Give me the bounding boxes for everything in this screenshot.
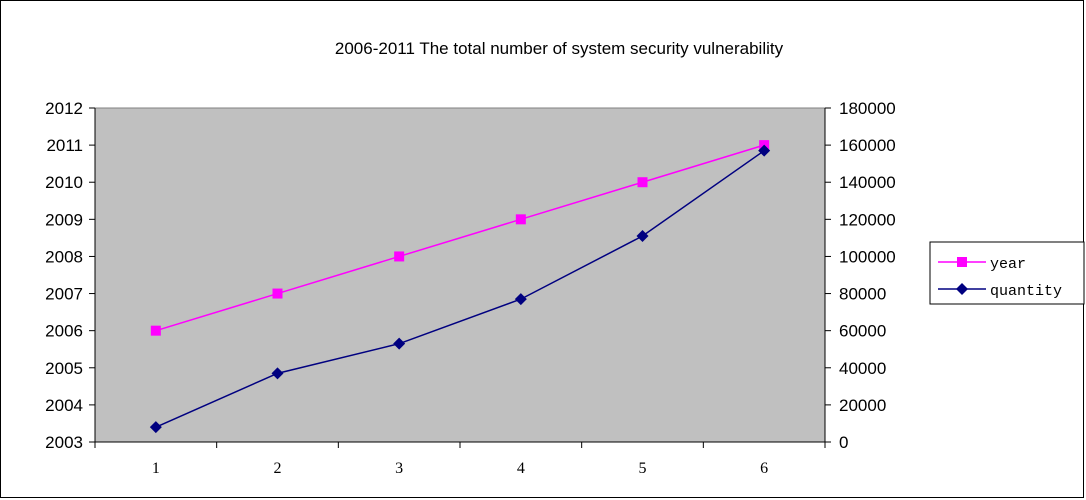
y-left-tick-label: 2009 xyxy=(45,210,83,229)
y-left-tick-label: 2011 xyxy=(46,136,83,155)
y-right-tick-label: 0 xyxy=(839,433,848,452)
x-tick-label: 3 xyxy=(395,460,403,477)
y-left-tick-label: 2004 xyxy=(45,396,83,415)
point-year xyxy=(515,214,526,225)
y-left-tick-label: 2010 xyxy=(45,173,83,192)
x-tick-label: 2 xyxy=(274,460,282,477)
y-right-tick-label: 20000 xyxy=(839,396,886,415)
y-right-tick-label: 140000 xyxy=(839,173,896,192)
y-left-tick-label: 2003 xyxy=(45,433,83,452)
series-layer xyxy=(149,140,771,434)
x-tick-label: 4 xyxy=(517,460,525,477)
y-right-tick-label: 100000 xyxy=(839,247,896,266)
chart-title: 2006-2011 The total number of system sec… xyxy=(335,39,784,58)
point-quantity xyxy=(393,337,406,350)
point-year xyxy=(272,288,283,299)
legend-marker-year xyxy=(957,257,967,267)
point-quantity xyxy=(514,293,527,306)
point-quantity xyxy=(271,367,284,380)
point-quantity xyxy=(636,230,649,243)
plot-area xyxy=(94,107,826,443)
y-right-tick-label: 160000 xyxy=(839,136,896,155)
axes: 2003200420052006200720082009201020112012… xyxy=(45,99,896,477)
y-left-tick-label: 2008 xyxy=(45,247,83,266)
y-left-tick-label: 2005 xyxy=(45,359,83,378)
x-tick-label: 5 xyxy=(639,460,647,477)
y-right-tick-label: 80000 xyxy=(839,285,886,304)
point-quantity xyxy=(149,421,162,434)
legend-label-year: year xyxy=(990,256,1026,273)
legend: year quantity xyxy=(929,241,1085,305)
point-year xyxy=(150,325,161,336)
point-year xyxy=(394,251,405,262)
point-quantity xyxy=(758,144,771,157)
series-line-year xyxy=(155,144,765,332)
point-year xyxy=(637,177,648,188)
y-left-tick-label: 2006 xyxy=(45,322,83,341)
series-line-quantity xyxy=(155,150,765,428)
y-right-tick-label: 120000 xyxy=(839,210,896,229)
y-left-tick-label: 2012 xyxy=(45,99,83,118)
legend-box xyxy=(929,241,1085,305)
y-right-tick-label: 40000 xyxy=(839,359,886,378)
y-right-tick-label: 180000 xyxy=(839,99,896,118)
x-tick-label: 1 xyxy=(152,460,160,477)
legend-marker-quantity xyxy=(956,283,968,295)
y-left-tick-label: 2007 xyxy=(45,285,83,304)
y-right-tick-label: 60000 xyxy=(839,322,886,341)
legend-label-quantity: quantity xyxy=(990,283,1062,300)
x-tick-label: 6 xyxy=(760,460,768,477)
